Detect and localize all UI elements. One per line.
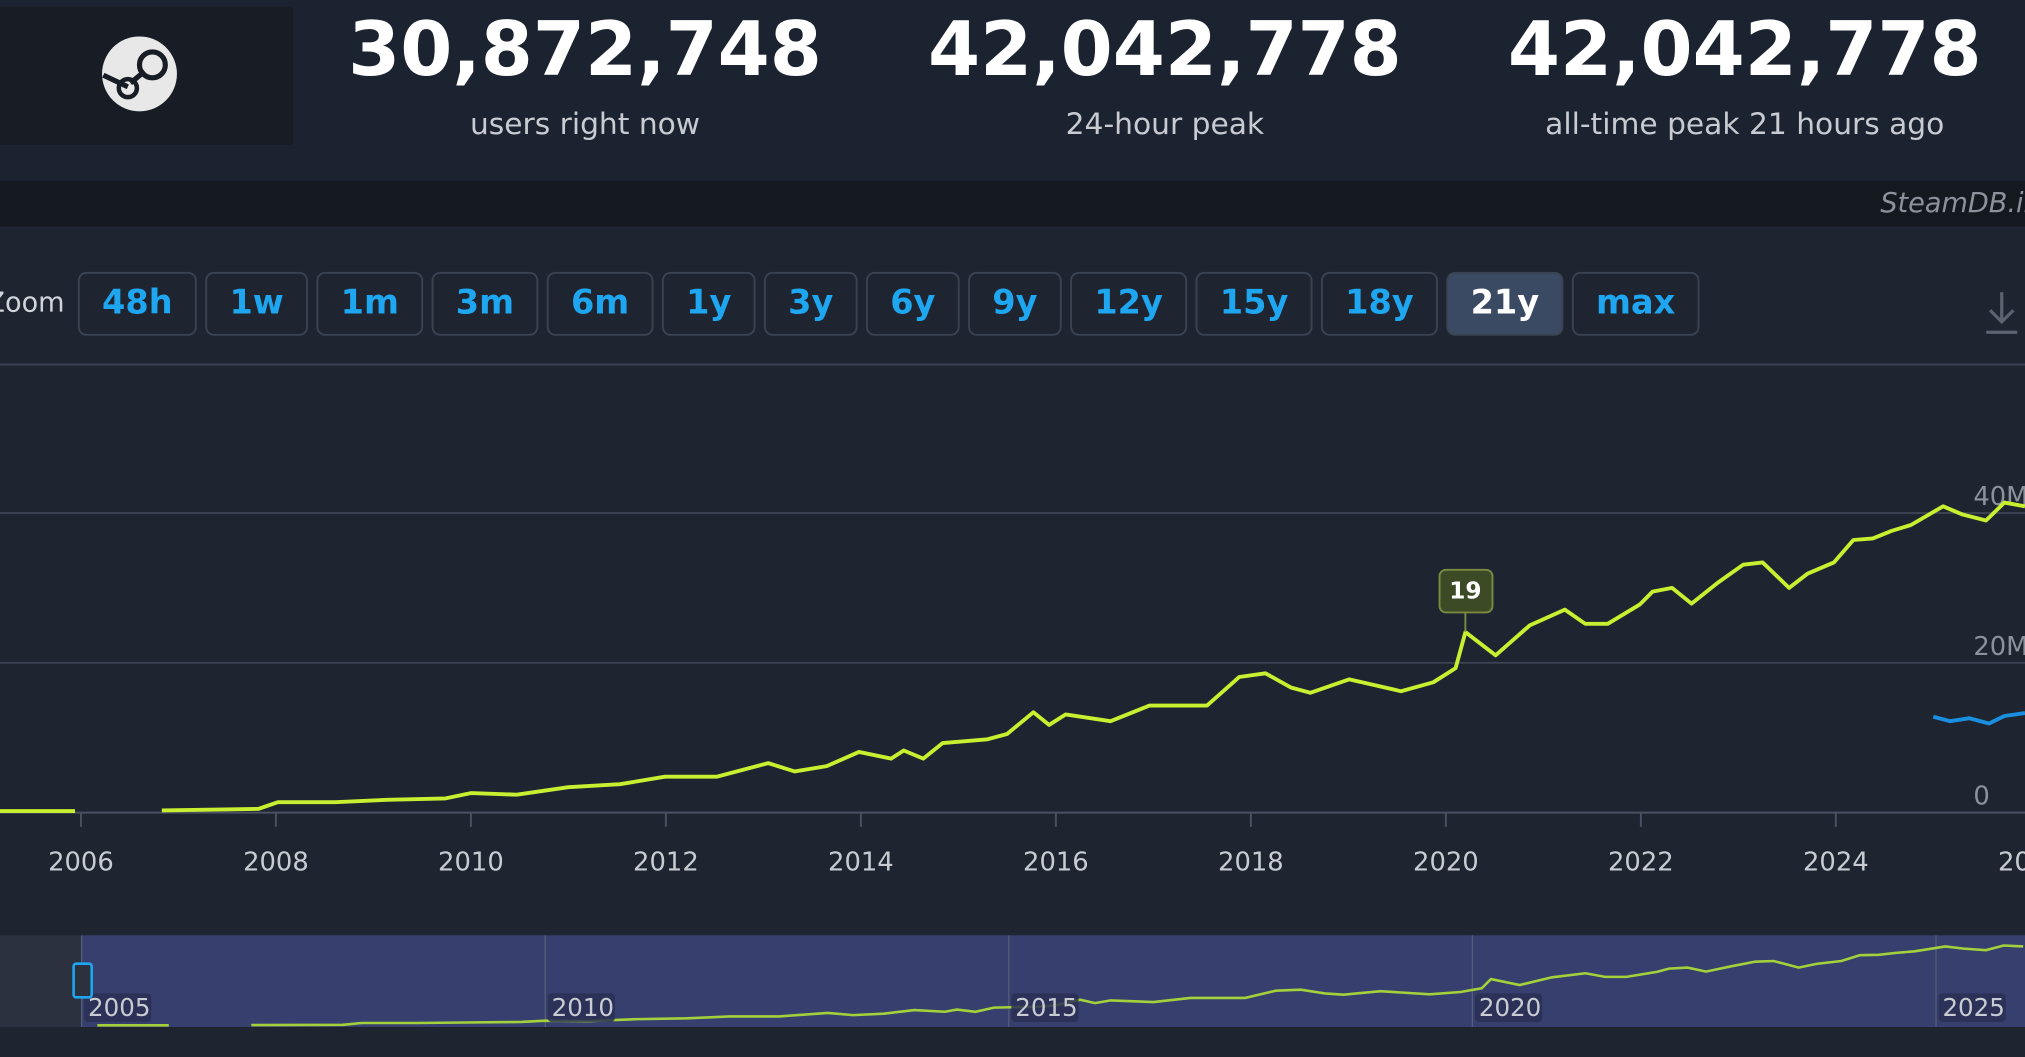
stat-label: users right now [470, 107, 700, 142]
x-tick-label: 2022 [1608, 847, 1674, 877]
annotation-label: 19 [1449, 577, 1481, 604]
zoom-button-label[interactable]: 9y [992, 282, 1037, 321]
stat-value: 42,042,778 [928, 5, 1402, 93]
zoom-button[interactable] [1320, 271, 1438, 336]
watermark: SteamDB.info [1880, 188, 2025, 219]
stat-label: 24-hour peak [1066, 107, 1265, 142]
zoom-button-label[interactable]: 18y [1345, 282, 1414, 321]
x-tick-label: 2014 [828, 847, 894, 877]
navigator-label-bg [1474, 993, 1543, 1022]
zoom-button-label[interactable]: 3y [788, 282, 833, 321]
zoom-button-label[interactable]: 1w [229, 282, 283, 321]
zoom-button[interactable] [1571, 271, 1700, 336]
zoom-button[interactable] [763, 271, 858, 336]
zoom-button[interactable] [1446, 271, 1564, 336]
stat-value: 42,042,778 [1508, 5, 1982, 93]
zoom-button[interactable] [1195, 271, 1313, 336]
x-tick-label: 2020 [1413, 847, 1479, 877]
navigator-tick-label: 2015 [1015, 993, 1077, 1022]
zoom-button-label[interactable]: 3m [456, 282, 514, 321]
zoom-button[interactable] [77, 271, 197, 336]
x-tick-label: 2008 [243, 847, 309, 877]
x-tick-label: 2016 [1023, 847, 1089, 877]
header-bg [0, 0, 2025, 182]
zoom-button[interactable] [205, 271, 309, 336]
y-tick-label: 0 [1973, 782, 1989, 812]
x-tick-label: 2024 [1803, 847, 1869, 877]
x-tick-label: 2026 [1998, 847, 2025, 877]
zoom-button-label[interactable]: 6y [890, 282, 935, 321]
navigator-line [97, 944, 2024, 1027]
zoom-button-label[interactable]: 6m [571, 282, 629, 321]
stat-value: 30,872,748 [348, 5, 822, 93]
navigator-label-bg [1011, 993, 1079, 1022]
x-tick-label: 2010 [438, 847, 504, 877]
zoom-button-label[interactable]: 21y [1471, 282, 1540, 321]
zoom-button[interactable] [316, 271, 424, 336]
zoom-button[interactable] [431, 271, 539, 336]
navigator-label-bg [547, 993, 615, 1022]
y-tick-label: 20M [1973, 632, 2025, 662]
series-line [1932, 711, 2025, 726]
zoom-label: Zoom [0, 287, 65, 318]
zoom-button-label[interactable]: max [1596, 282, 1676, 321]
zoom-button-label[interactable]: 1y [686, 282, 731, 321]
zoom-button[interactable] [546, 271, 654, 336]
zoom-button-label[interactable]: 15y [1220, 282, 1289, 321]
annotation-flag [1438, 568, 1494, 614]
zoom-button-label[interactable]: 12y [1094, 282, 1163, 321]
zoom-button[interactable] [1070, 271, 1188, 336]
stat-label: all-time peak 21 hours ago [1545, 107, 1944, 142]
navigator-tick-label: 2020 [1479, 993, 1541, 1022]
zoom-button-label[interactable]: 1m [341, 282, 399, 321]
series-line [0, 500, 2025, 814]
x-tick-label: 2012 [633, 847, 699, 877]
zoom-button[interactable] [865, 271, 960, 336]
navigator-handle[interactable] [72, 962, 93, 999]
steam-logo [102, 36, 177, 112]
navigator-label-bg [84, 993, 152, 1022]
download-icon[interactable] [1986, 292, 2018, 334]
navigator-label-bg [1938, 993, 2006, 1022]
toolbar-strip [0, 181, 2025, 227]
navigator-tick-label: 2010 [552, 993, 614, 1022]
x-tick-label: 2018 [1218, 847, 1284, 877]
zoom-button-label[interactable]: 48h [102, 282, 173, 321]
navigator-tick-label: 2025 [1942, 993, 2004, 1022]
zoom-button[interactable] [968, 271, 1062, 336]
navigator-tick-label: 2005 [88, 993, 150, 1022]
x-tick-label: 2006 [48, 847, 114, 877]
zoom-button[interactable] [661, 271, 756, 336]
